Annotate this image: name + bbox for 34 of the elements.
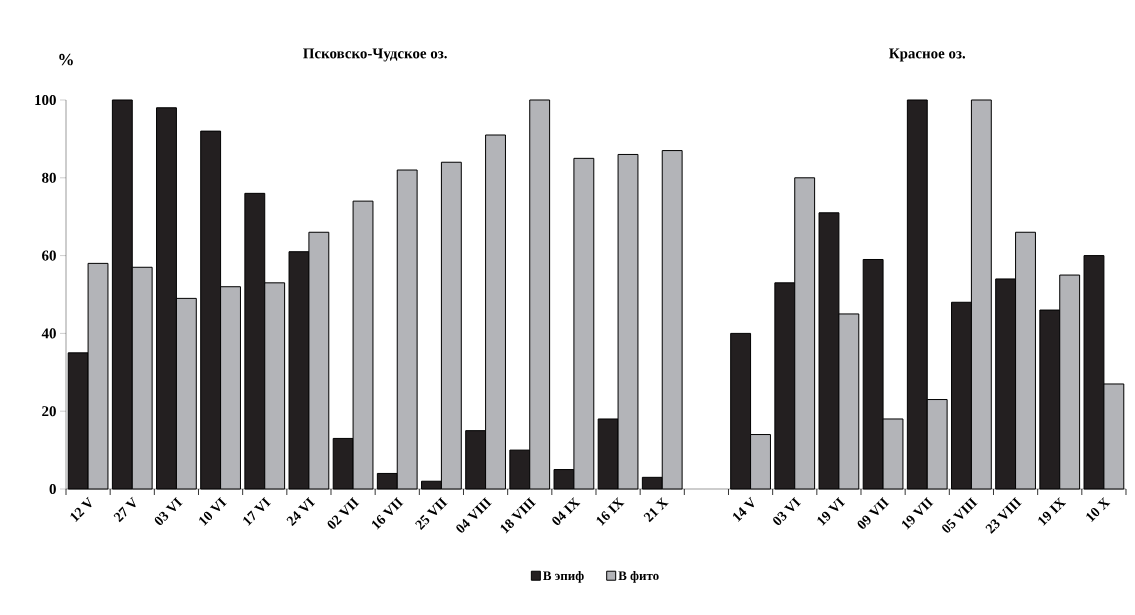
- x-tick-label: 16 VII: [371, 497, 404, 530]
- y-tick-label: 0: [49, 483, 56, 495]
- y-tick-label: 20: [42, 406, 56, 417]
- x-tick-label: 04 VIII: [456, 497, 492, 533]
- y-axis-title: %: [59, 53, 73, 66]
- y-tick-label: 100: [35, 94, 56, 106]
- legend-label: В эпиф: [543, 570, 584, 583]
- text: Красное оз.: [889, 48, 966, 62]
- x-tick-label: 18 VIII: [500, 497, 536, 534]
- x-tick-label: 27 V: [113, 496, 136, 523]
- x-tick-label: 14 V: [732, 496, 755, 522]
- text: Псковско-Чудское оз.: [303, 48, 447, 62]
- x-tick-label: 24 VI: [286, 497, 316, 527]
- x-tick-label: 09 VII: [857, 497, 890, 529]
- legend-label: В фито: [618, 570, 659, 583]
- x-tick-label: 21 X: [643, 497, 669, 523]
- y-tick-label: 80: [42, 172, 56, 183]
- x-tick-label: 19 IX: [1038, 497, 1067, 526]
- x-tick-label: 12 V: [70, 496, 92, 522]
- x-tick-label: 23 VIII: [985, 497, 1022, 534]
- x-tick-label: 02 VII: [327, 497, 360, 529]
- x-tick-label: 19 VI: [817, 497, 846, 526]
- x-tick-label: 25 VII: [415, 497, 448, 530]
- x-tick-label: 05 VIII: [942, 497, 978, 533]
- x-tick-label: 04 IX: [552, 497, 581, 525]
- x-tick-label: 19 VII: [901, 497, 934, 530]
- y-tick-label: 40: [41, 328, 56, 339]
- x-tick-label: 03 VI: [773, 497, 801, 525]
- x-tick-label: 10 X: [1086, 497, 1111, 522]
- x-tick-label: 03 VI: [154, 497, 183, 525]
- y-tick-label: 60: [42, 250, 56, 261]
- x-tick-label: 16 IX: [596, 497, 625, 526]
- x-tick-label: 17 VI: [243, 497, 271, 526]
- x-tick-label: 10 VI: [199, 497, 227, 526]
